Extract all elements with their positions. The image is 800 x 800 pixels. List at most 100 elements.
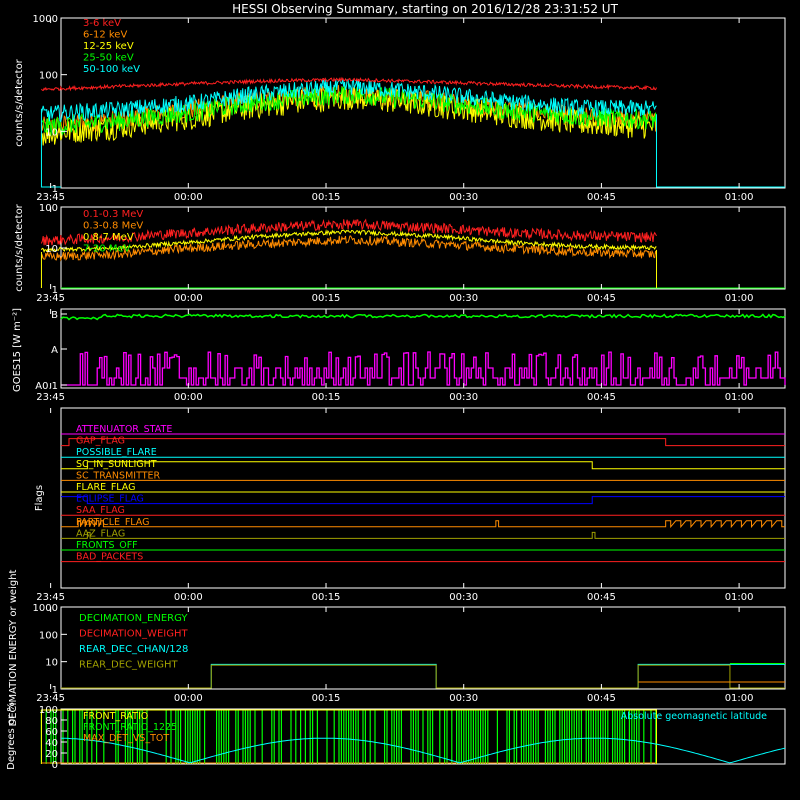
flag-label-bad_packets: BAD_PACKETS	[76, 552, 143, 563]
series-goes-long	[60, 313, 786, 321]
legend-entry: 3-6 keV	[83, 18, 121, 29]
panel-2-xticks: 23:45 00:00 00:15 00:30 00:45 01:00	[36, 207, 754, 304]
panel-count-rates-low: 1 10 100 1000 23:45 00:00 00:15 00:30 00:45 01:0…	[14, 14, 786, 203]
xtick-label: 00:45	[587, 592, 616, 603]
ytick-label: 100	[39, 203, 58, 214]
xtick-label: 00:45	[587, 293, 616, 304]
legend-entry: FRONT_RATIO_1225	[83, 722, 177, 733]
xtick-label: 00:15	[312, 293, 341, 304]
panel-5-series	[61, 662, 785, 689]
flag-label-gap_flag: GAP_FLAG	[76, 436, 125, 447]
panel-6-legend: FRONT_RATIOFRONT_RATIO_1225MAX_DET_VS_TO…	[83, 711, 767, 744]
legend-entry: 12-25 keV	[83, 41, 134, 52]
xtick-label: 23:45	[36, 592, 65, 603]
xtick-label: 00:15	[312, 693, 341, 704]
xtick-label: 23:45	[36, 192, 65, 203]
series-0.8-7-MeV	[40, 229, 657, 253]
panel-2-ylabel: counts/s/detector	[14, 203, 25, 291]
legend-entry: 0.1-0.3 MeV	[83, 209, 143, 220]
series-0.3-0.8-MeV	[40, 235, 657, 262]
panel-1-series	[40, 76, 785, 188]
ytick-label: 40	[45, 738, 58, 749]
panel-4-ylabel: Flags	[34, 485, 45, 511]
xtick-label: 00:30	[449, 693, 478, 704]
xtick-label: 00:00	[174, 192, 203, 203]
panel-2-series	[40, 218, 785, 289]
baseline-trace	[40, 108, 785, 188]
series-0.1-0.3-MeV	[40, 218, 657, 246]
xtick-label: 01:00	[725, 392, 754, 403]
ytick-label: 0	[52, 760, 58, 771]
series-25-50-keV	[41, 84, 657, 136]
panel-flags: ATTENUATOR_STATEGAP_FLAGPOSSIBLE_FLARESC…	[34, 407, 786, 603]
series-rear-dec-weight	[61, 664, 785, 689]
series-front-ratio	[40, 709, 657, 764]
panel-1-yticks: 1 10 100 1000	[33, 14, 67, 195]
panel-count-rates-high: 1 10 100 23:45 00:00 00:15 00:30 00:45 01:00 0.…	[14, 203, 786, 304]
xtick-label: 00:30	[449, 592, 478, 603]
panel-6-ylabel: Degrees or %	[6, 702, 17, 770]
legend-entry: DECIMATION_WEIGHT	[79, 629, 188, 640]
ytick-label: 100	[39, 630, 58, 641]
xtick-label: 00:45	[587, 693, 616, 704]
legend-entry: 7-20 MeV	[83, 244, 131, 255]
panel-3-series	[60, 313, 786, 386]
xtick-label: 00:30	[449, 293, 478, 304]
legend-entry: 50-100 keV	[83, 64, 140, 75]
flag-label-possible_flare: POSSIBLE_FLARE	[76, 447, 157, 458]
series-geomagnetic-latitude	[60, 737, 786, 764]
xtick-label: 23:45	[36, 293, 65, 304]
flag-label-particle_flag: PARTICLE_FLAG	[76, 517, 149, 528]
panel-4-flag-lines: ATTENUATOR_STATEGAP_FLAGPOSSIBLE_FLARESC…	[61, 424, 785, 563]
series-goes-short	[61, 351, 786, 386]
ytick-label: 60	[45, 727, 58, 738]
xtick-label: 00:45	[587, 192, 616, 203]
legend-entry: FRONT_RATIO	[83, 711, 148, 722]
xtick-label: 01:00	[725, 192, 754, 203]
legend-entry: REAR_DEC_CHAN/128	[79, 644, 188, 655]
panel-5-xticks: 23:45 00:00 00:15 00:30 00:45 01:00	[36, 607, 754, 704]
ytick-label: 1	[52, 184, 58, 195]
panel-4-frame	[60, 407, 786, 589]
xtick-label: 01:00	[725, 293, 754, 304]
xtick-label: 00:30	[449, 192, 478, 203]
xtick-label: 00:15	[312, 392, 341, 403]
legend-entry: 0.8-7 MeV	[83, 232, 134, 243]
legend-entry: REAR_DEC_WEIGHT	[79, 660, 178, 671]
legend-entry: 6-12 keV	[83, 30, 127, 41]
panel-3-ylabel: GOES15 [W m⁻²]	[12, 308, 23, 392]
legend-entry: DECIMATION_ENERGY	[79, 613, 188, 624]
ytick-label: 10	[45, 127, 58, 138]
ytick-label: 10	[45, 658, 58, 669]
xtick-label: 00:00	[174, 392, 203, 403]
flag-label-aaz_flag: AAZ_FLAG	[76, 528, 125, 539]
panel-1-ylabel: counts/s/detector	[14, 58, 25, 146]
panel-5-frame	[60, 606, 786, 690]
panel-4-xticks: 23:45 00:00 00:15 00:30 00:45 01:00	[36, 408, 754, 603]
xtick-label: 00:15	[312, 192, 341, 203]
ytick-label: 100	[39, 705, 58, 716]
panel-1-xticks: 23:45 00:00 00:15 00:30 00:45 01:00	[36, 18, 754, 203]
flag-label-flare_flag: FLARE_FLAG	[76, 482, 136, 493]
ytick-label: 10	[45, 244, 58, 255]
flag-label-saa_flag: SAA_FLAG	[76, 505, 125, 516]
legend-entry: Absolute geomagnetic latitude	[621, 711, 767, 722]
panel-3-yticks: B A A0.1	[35, 310, 67, 392]
ytick-label: B	[51, 310, 58, 321]
figure-title: HESSI Observing Summary, starting on 201…	[232, 2, 618, 16]
series-3-6-keV	[41, 76, 657, 92]
flag-label-attenuator_state: ATTENUATOR_STATE	[76, 424, 172, 435]
panel-2-yticks: 1 10 100	[39, 203, 67, 296]
ytick-label: 1	[52, 685, 58, 696]
flag-line-gap_flag	[61, 438, 785, 447]
panel-5-legend: DECIMATION_ENERGY DECIMATION_WEIGHT REAR_D…	[79, 613, 188, 671]
panel-1-frame	[60, 17, 786, 189]
ytick-label: A	[51, 345, 58, 356]
ytick-label: 1	[52, 285, 58, 296]
xtick-label: 01:00	[725, 592, 754, 603]
